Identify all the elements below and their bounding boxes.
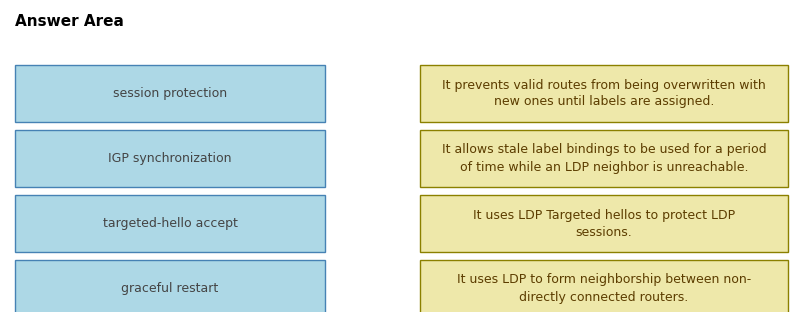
FancyBboxPatch shape [419,260,787,312]
FancyBboxPatch shape [15,260,324,312]
FancyBboxPatch shape [419,195,787,252]
FancyBboxPatch shape [15,130,324,187]
Text: It prevents valid routes from being overwritten with
new ones until labels are a: It prevents valid routes from being over… [442,79,765,109]
Text: It allows stale label bindings to be used for a period
of time while an LDP neig: It allows stale label bindings to be use… [441,144,765,173]
Text: targeted-hello accept: targeted-hello accept [103,217,237,230]
Text: Answer Area: Answer Area [15,14,124,29]
FancyBboxPatch shape [419,130,787,187]
FancyBboxPatch shape [15,195,324,252]
Text: It uses LDP Targeted hellos to protect LDP
sessions.: It uses LDP Targeted hellos to protect L… [472,208,734,238]
FancyBboxPatch shape [15,65,324,122]
Text: IGP synchronization: IGP synchronization [108,152,231,165]
Text: session protection: session protection [112,87,226,100]
Text: graceful restart: graceful restart [121,282,218,295]
FancyBboxPatch shape [419,65,787,122]
Text: It uses LDP to form neighborship between non-
directly connected routers.: It uses LDP to form neighborship between… [456,274,750,304]
